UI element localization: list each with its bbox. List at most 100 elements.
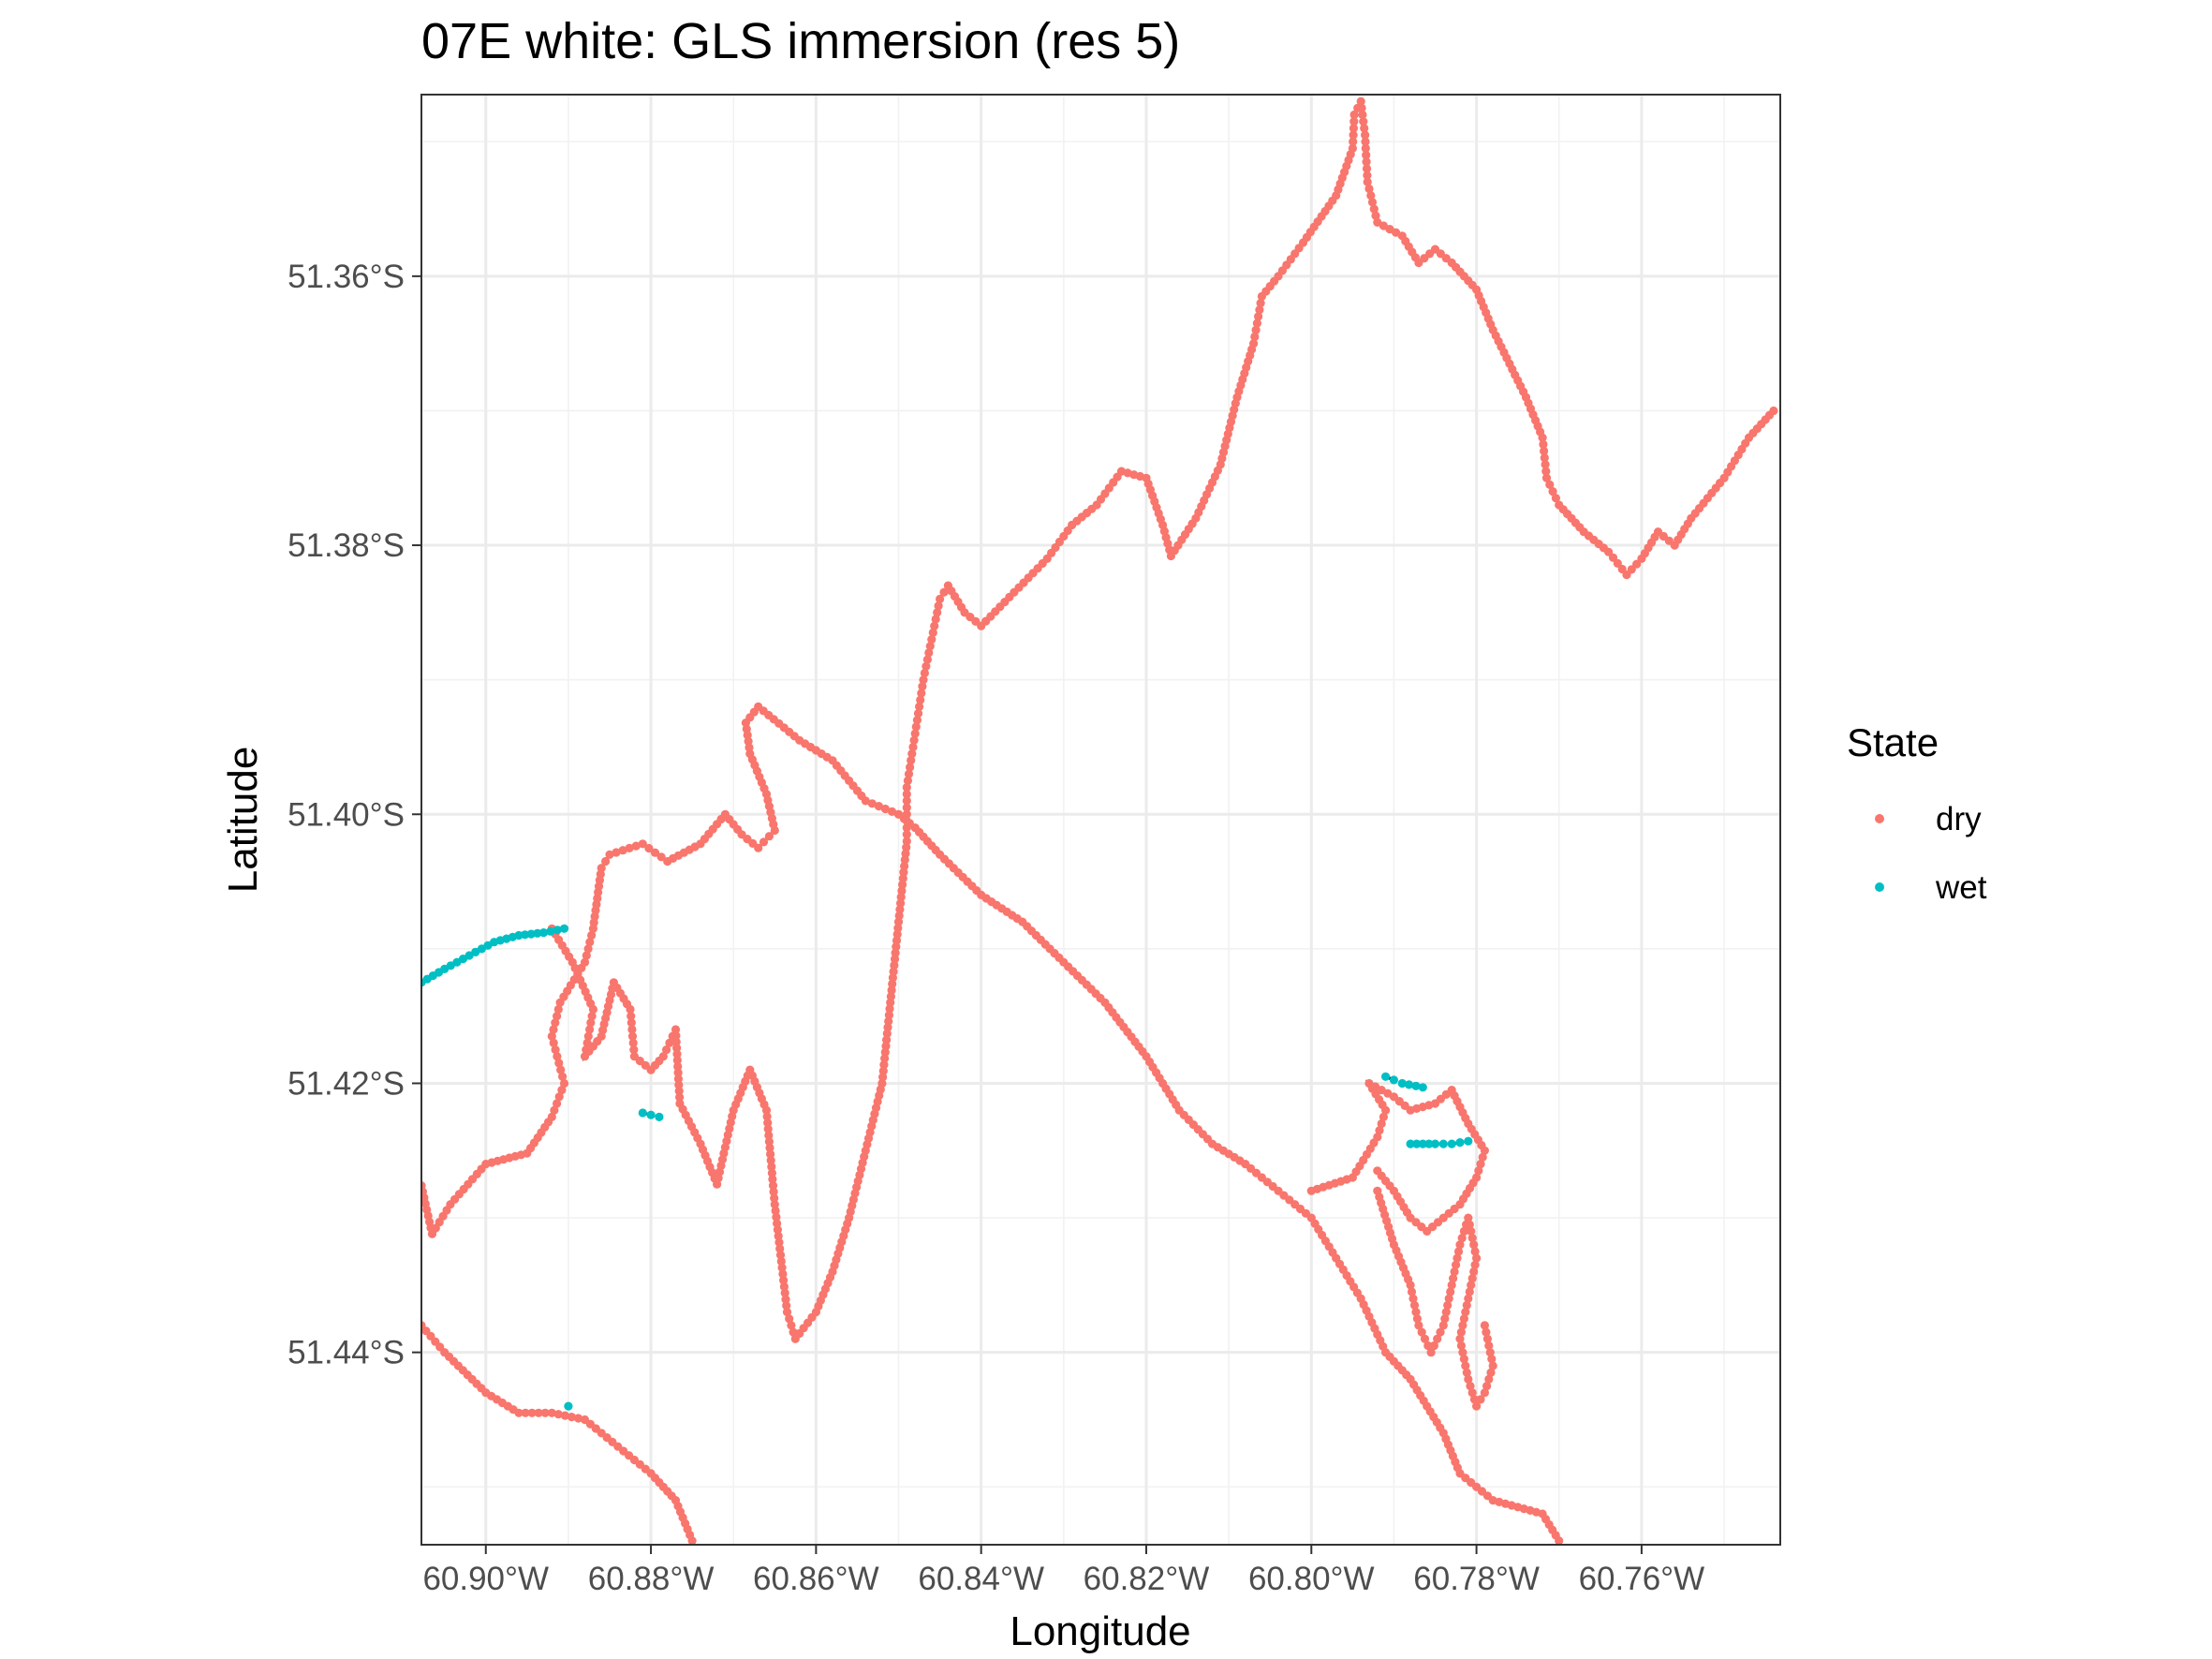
point-dry	[1462, 1300, 1471, 1310]
point-dry	[1467, 1274, 1477, 1283]
point-dry	[1361, 137, 1370, 146]
point-dry	[879, 1060, 889, 1070]
point-dry	[1769, 406, 1778, 416]
point-dry	[1444, 1294, 1453, 1303]
x-tick-label: 60.84°W	[918, 1561, 1044, 1597]
point-dry	[1551, 494, 1560, 503]
point-dry	[1458, 1321, 1467, 1330]
point-dry	[1359, 117, 1368, 126]
point-dry	[1409, 1300, 1420, 1310]
point-dry	[650, 848, 660, 857]
point-dry	[917, 689, 926, 698]
point-dry	[880, 804, 891, 814]
y-tick-label: 51.42°S	[288, 1065, 405, 1102]
point-dry	[1541, 473, 1552, 482]
point-dry	[775, 1244, 785, 1253]
point-wet	[1418, 1083, 1427, 1092]
point-dry	[1377, 1118, 1386, 1129]
point-dry	[674, 1087, 684, 1096]
point-dry	[1358, 110, 1367, 120]
point-dry	[627, 1012, 636, 1021]
point-dry	[1407, 1287, 1417, 1296]
point-dry	[534, 1408, 543, 1417]
point-dry	[933, 608, 942, 617]
point-wet	[1381, 1072, 1391, 1081]
point-dry	[553, 1099, 562, 1108]
point-wet	[1424, 1139, 1434, 1148]
legend-label-dry: dry	[1936, 801, 1982, 837]
point-dry	[1464, 1213, 1473, 1222]
point-dry	[1373, 1133, 1382, 1142]
point-dry	[1538, 433, 1547, 442]
point-dry	[1459, 1355, 1468, 1364]
point-dry	[601, 856, 611, 867]
point-dry	[583, 1031, 593, 1041]
x-tick-label: 60.78°W	[1413, 1561, 1540, 1597]
point-dry	[547, 1408, 556, 1417]
point-dry	[1540, 446, 1549, 456]
point-dry	[1450, 1266, 1459, 1277]
point-dry	[560, 1411, 570, 1420]
point-dry	[772, 1212, 781, 1222]
point-dry	[1461, 1361, 1470, 1370]
point-dry	[774, 1231, 783, 1241]
point-dry	[553, 1410, 563, 1419]
y-tick-label: 51.36°S	[288, 259, 405, 295]
point-dry	[1369, 204, 1379, 214]
point-dry	[558, 1072, 568, 1081]
point-dry	[903, 776, 913, 786]
point-dry	[922, 655, 933, 664]
point-dry	[902, 803, 911, 812]
point-dry	[910, 729, 920, 738]
track-layer	[421, 96, 1778, 1545]
point-dry	[1482, 1334, 1492, 1343]
point-dry	[1249, 339, 1259, 348]
point-dry	[762, 1112, 772, 1121]
point-dry	[551, 1045, 560, 1055]
x-axis: 60.90°W 60.88°W 60.86°W 60.84°W 60.82°W 60.80…	[422, 1545, 1704, 1597]
point-dry	[881, 1042, 891, 1051]
point-dry	[782, 1301, 791, 1311]
point-wet	[1405, 1080, 1414, 1089]
legend-label-wet: wet	[1935, 869, 1987, 906]
point-dry	[557, 1086, 567, 1095]
point-dry	[662, 1045, 671, 1055]
point-dry	[927, 635, 936, 644]
point-dry	[1423, 1341, 1433, 1351]
point-dry	[764, 1131, 774, 1140]
x-tick-label: 60.82°W	[1084, 1561, 1210, 1597]
point-dry	[915, 702, 924, 712]
point-dry	[638, 839, 647, 849]
point-wet	[1455, 1138, 1465, 1148]
point-dry	[1426, 1348, 1436, 1357]
point-dry	[904, 769, 914, 778]
point-wet	[553, 926, 562, 935]
point-dry	[583, 944, 593, 954]
point-dry	[1478, 1152, 1487, 1162]
point-dry	[1363, 177, 1372, 186]
point-dry	[861, 796, 870, 806]
point-dry	[781, 1295, 790, 1304]
point-dry	[931, 615, 940, 624]
point-dry	[763, 1124, 773, 1133]
point-dry	[658, 1052, 668, 1061]
point-dry	[567, 1413, 577, 1422]
point-dry	[585, 938, 595, 947]
point-dry	[1464, 1374, 1473, 1384]
point-dry	[1362, 157, 1371, 167]
point-dry	[887, 985, 896, 995]
point-dry	[1349, 110, 1359, 120]
legend: State dry wet	[1847, 720, 1987, 906]
point-dry	[777, 1263, 787, 1272]
point-dry	[766, 1156, 775, 1165]
point-dry	[764, 1137, 774, 1147]
point-dry	[1476, 1395, 1485, 1404]
point-dry	[629, 1045, 639, 1055]
point-dry	[1436, 1327, 1445, 1337]
point-dry	[1414, 1321, 1423, 1330]
point-dry	[1251, 325, 1261, 334]
point-dry	[549, 1025, 558, 1034]
point-dry	[902, 843, 911, 852]
point-dry	[767, 1162, 776, 1172]
point-dry	[628, 1038, 638, 1047]
